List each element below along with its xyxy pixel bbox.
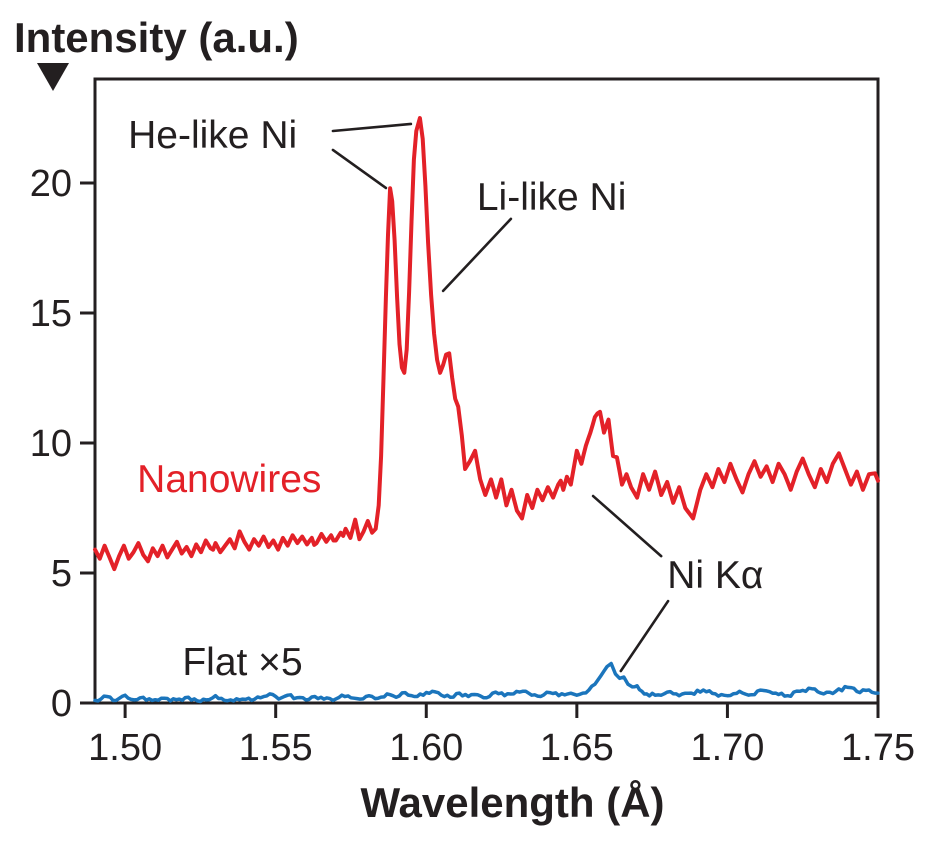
annotation-nanowires: Nanowires bbox=[137, 458, 321, 501]
leader-line-ni-ka bbox=[619, 599, 670, 673]
y-axis: 0 5 10 15 20 bbox=[30, 163, 95, 725]
series-line-flat-x5 bbox=[93, 661, 880, 704]
y-axis-tick-label: 15 bbox=[30, 293, 72, 335]
annotation-he-like-ni: He-like Ni bbox=[128, 114, 297, 157]
y-axis-tick-label: 20 bbox=[30, 163, 72, 205]
x-axis-tick-label: 1.60 bbox=[389, 727, 463, 769]
leader-line-he-like-ni bbox=[331, 148, 388, 190]
x-axis-tick-label: 1.50 bbox=[88, 727, 162, 769]
x-axis: 1.50 1.55 1.60 1.65 1.70 1.75 Wavelength (Å) bbox=[88, 703, 915, 826]
x-axis-tick-label: 1.55 bbox=[239, 727, 313, 769]
leader-line-he-like-ni bbox=[331, 122, 413, 133]
y-axis-title: Intensity (a.u.) bbox=[14, 14, 299, 61]
annotation-ni-ka: Ni Kα bbox=[667, 554, 763, 597]
x-axis-title: Wavelength (Å) bbox=[360, 779, 664, 826]
plot-frame bbox=[93, 77, 880, 705]
x-axis-tick-label: 1.70 bbox=[690, 727, 764, 769]
y-axis-direction-arrow-icon bbox=[37, 63, 69, 91]
y-axis-tick-label: 10 bbox=[30, 423, 72, 465]
y-axis-tick-label: 5 bbox=[51, 553, 72, 595]
x-axis-tick-label: 1.75 bbox=[841, 727, 915, 769]
leader-line-li-like-ni bbox=[441, 217, 513, 293]
annotation-li-like-ni: Li-like Ni bbox=[477, 176, 627, 219]
x-axis-tick-label: 1.65 bbox=[540, 727, 614, 769]
y-axis-tick-label: 0 bbox=[51, 683, 72, 725]
leader-line-ni-ka bbox=[591, 494, 663, 558]
series-line-nanowires bbox=[93, 116, 880, 572]
annotation-flat-x5: Flat ×5 bbox=[182, 641, 302, 684]
